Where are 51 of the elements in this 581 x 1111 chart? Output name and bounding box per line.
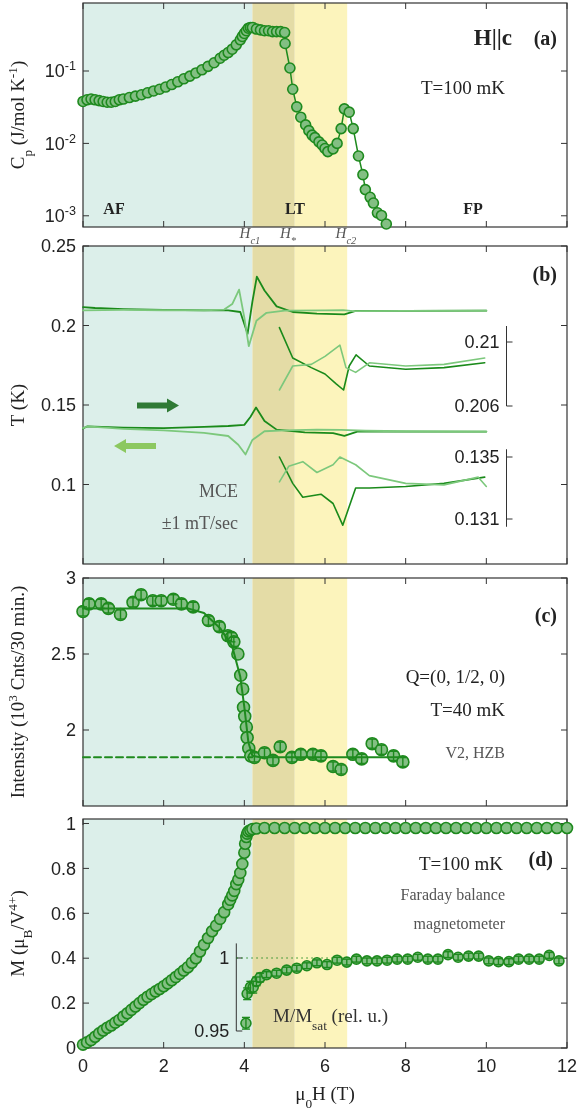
y-tick-label: 0.8: [50, 858, 76, 879]
annotation: LT: [285, 200, 306, 217]
annotation: FP: [463, 200, 483, 217]
annotation: ±1 mT/sec: [161, 513, 239, 533]
annotation: H$_{c2}$: [334, 225, 358, 246]
annotation: (d): [528, 848, 553, 871]
x-tick-label: 2: [158, 1056, 169, 1076]
annotation: AF: [103, 200, 125, 217]
y-tick-label: 1: [219, 948, 230, 969]
y-tick-label: 2.5: [50, 644, 76, 665]
annotation: (c): [534, 604, 557, 627]
annotation: H||c: [473, 25, 512, 50]
annotation: H$_{c1}$: [238, 225, 261, 246]
y-tick-label: 10$^{-2}$: [44, 131, 76, 154]
x-axis-title: μ$_{0}$H (T): [295, 1083, 355, 1111]
annotation: V2, HZB: [445, 744, 505, 761]
y-tick-label: 0.6: [50, 903, 76, 924]
y-tick-label: 0.206: [454, 396, 500, 417]
annotation: magnetometer: [413, 915, 506, 933]
y-tick-label: 0.95: [194, 1021, 230, 1042]
y-tick-label: 0.1: [50, 474, 76, 495]
y-tick-label: 10$^{-1}$: [44, 59, 76, 82]
x-tick-label: 10: [476, 1056, 497, 1076]
y-tick-label: 0.2: [50, 315, 76, 336]
y-axis-title: T (K): [7, 383, 29, 427]
annotation: Q=(0, 1/2, 0): [405, 666, 505, 688]
y-tick-label: 0: [65, 1038, 76, 1059]
x-tick-label: 8: [400, 1056, 411, 1076]
y-tick-label: 0.131: [454, 509, 500, 530]
y-tick-label: 1: [65, 813, 76, 834]
annotation: MCE: [198, 481, 238, 501]
annotation: (b): [532, 263, 557, 286]
annotation: T=100 mK: [420, 77, 506, 98]
y-tick-label: 0.25: [40, 236, 76, 257]
x-tick-label: 6: [319, 1056, 331, 1076]
y-tick-label: 0.2: [50, 993, 76, 1014]
annotation: M/M$_{sat}$ (rel. u.): [273, 1005, 389, 1033]
annotation: T=40 mK: [430, 699, 506, 720]
annotation: T=100 mK: [418, 853, 504, 874]
annotation: Faraday balance: [400, 886, 505, 904]
x-tick-label: 12: [556, 1056, 578, 1076]
annotation: H$_{*}$: [278, 225, 297, 246]
y-tick-label: 0.21: [464, 332, 500, 353]
y-tick-label: 0.4: [50, 948, 76, 969]
y-tick-label: 0.135: [454, 447, 500, 468]
x-tick-label: 4: [239, 1056, 250, 1076]
y-tick-label: 3: [65, 568, 76, 589]
y-tick-label: 0.15: [40, 395, 76, 416]
annotation: (a): [533, 27, 557, 50]
y-tick-label: 10$^{-3}$: [44, 204, 76, 227]
y-tick-label: 2: [65, 720, 76, 741]
